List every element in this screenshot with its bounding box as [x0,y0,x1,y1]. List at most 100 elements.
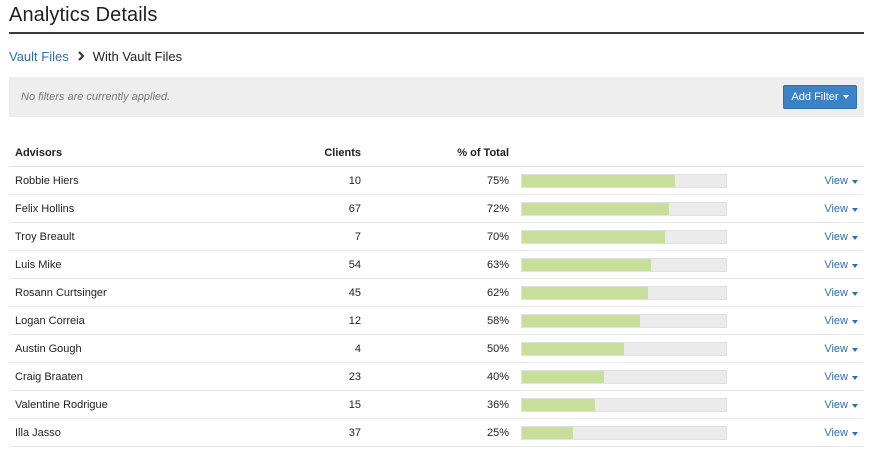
add-filter-label: Add Filter [791,91,839,103]
view-cell: View [741,362,864,391]
view-cell: View [741,278,864,307]
add-filter-button[interactable]: Add Filter [783,85,857,109]
progress-bar-fill [522,398,596,411]
advisor-name: Rosann Curtsinger [9,278,275,307]
progress-bar-fill [522,230,665,243]
chevron-right-icon [74,49,88,63]
view-label: View [824,286,848,299]
pct-of-total: 40% [361,362,509,391]
pct-of-total: 72% [361,194,509,223]
progress-bar-fill [522,174,675,187]
pct-of-total: 70% [361,222,509,251]
clients-count: 45 [275,278,361,307]
view-dropdown-button[interactable]: View [824,343,858,355]
progress-bar-track [521,313,727,328]
advisor-name: Felix Hollins [9,194,275,223]
progress-bar-fill [522,286,649,299]
advisor-name: Illa Jasso [9,418,275,447]
pct-of-total: 25% [361,418,509,447]
view-cell: View [741,166,864,195]
clients-count: 4 [275,334,361,363]
view-label: View [824,342,848,355]
view-cell: View [741,194,864,223]
advisor-name: Robbie Hiers [9,166,275,195]
pct-of-total: 58% [361,306,509,335]
bar-cell [509,194,741,223]
view-dropdown-button[interactable]: View [824,315,858,327]
breadcrumb-vault-files-link[interactable]: Vault Files [9,48,69,64]
view-cell: View [741,306,864,335]
advisor-name: Austin Gough [9,334,275,363]
caret-down-icon [852,431,858,436]
table-row: Troy Breault 7 70% View [9,222,864,251]
bar-cell [509,334,741,363]
advisor-name: Luis Mike [9,250,275,279]
caret-down-icon [852,403,858,408]
bar-cell [509,390,741,419]
caret-down-icon [852,319,858,324]
progress-bar-track [521,341,727,356]
view-label: View [824,230,848,243]
view-dropdown-button[interactable]: View [824,287,858,299]
bar-cell [509,418,741,447]
view-dropdown-button[interactable]: View [824,203,858,215]
view-dropdown-button[interactable]: View [824,371,858,383]
view-dropdown-button[interactable]: View [824,427,858,439]
column-header-clients: Clients [275,139,361,167]
table-row: Valentine Rodrigue 15 36% View [9,390,864,419]
filter-bar: No filters are currently applied. Add Fi… [9,77,864,117]
table-row: Rosann Curtsinger 45 62% View [9,278,864,307]
breadcrumb-current: With Vault Files [92,48,183,64]
view-dropdown-button[interactable]: View [824,231,858,243]
caret-down-icon [852,347,858,352]
filter-status-text: No filters are currently applied. [21,91,171,103]
clients-count: 12 [275,306,361,335]
table-row: Logan Correia 12 58% View [9,306,864,335]
pct-of-total: 50% [361,334,509,363]
column-header-advisors: Advisors [9,139,275,167]
caret-down-icon [852,291,858,296]
progress-bar-fill [522,342,624,355]
advisors-table: Advisors Clients % of Total Robbie Hiers… [9,139,864,447]
progress-bar-fill [522,314,641,327]
caret-down-icon [852,207,858,212]
caret-down-icon [852,375,858,380]
progress-bar-fill [522,426,573,439]
view-dropdown-button[interactable]: View [824,175,858,187]
progress-bar-fill [522,202,669,215]
pct-of-total: 63% [361,250,509,279]
table-row: Craig Braaten 23 40% View [9,362,864,391]
view-dropdown-button[interactable]: View [824,399,858,411]
bar-cell [509,166,741,195]
view-label: View [824,174,848,187]
view-label: View [824,398,848,411]
view-label: View [824,314,848,327]
table-row: Austin Gough 4 50% View [9,334,864,363]
view-dropdown-button[interactable]: View [824,259,858,271]
pct-of-total: 62% [361,278,509,307]
view-label: View [824,426,848,439]
caret-down-icon [852,179,858,184]
table-row: Felix Hollins 67 72% View [9,194,864,223]
advisor-name: Craig Braaten [9,362,275,391]
bar-cell [509,362,741,391]
progress-bar-fill [522,258,651,271]
clients-count: 67 [275,194,361,223]
view-label: View [824,258,848,271]
clients-count: 10 [275,166,361,195]
progress-bar-track [521,369,727,384]
progress-bar-fill [522,370,604,383]
caret-down-icon [842,95,849,99]
caret-down-icon [852,235,858,240]
advisor-name: Troy Breault [9,222,275,251]
view-cell: View [741,334,864,363]
view-label: View [824,370,848,383]
caret-down-icon [852,263,858,268]
progress-bar-track [521,229,727,244]
table-row: Illa Jasso 37 25% View [9,418,864,447]
advisor-name: Logan Correia [9,306,275,335]
title-divider [9,32,864,34]
progress-bar-track [521,285,727,300]
clients-count: 54 [275,250,361,279]
view-label: View [824,202,848,215]
